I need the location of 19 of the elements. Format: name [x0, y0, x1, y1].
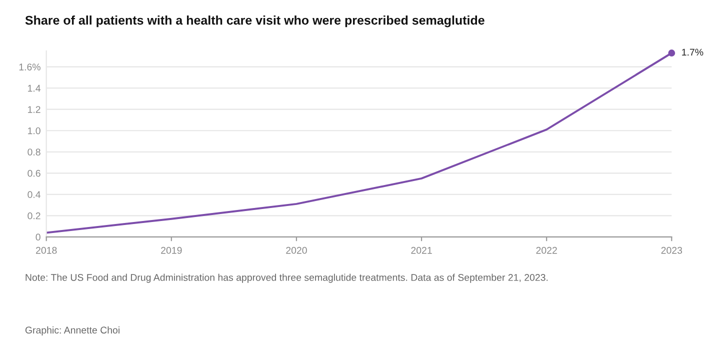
- text: Note: The US Food and Drug Administration has approved three semaglutide treatments. Data as of September 21, 2023.: [26, 274, 548, 283]
- x-tick-label: 2021: [411, 246, 432, 254]
- x-tick-label: 2020: [286, 246, 307, 254]
- y-tick-label: 1.6%: [19, 64, 40, 70]
- y-tick-label: 0.4: [28, 191, 41, 198]
- y-tick-label: 0: [36, 234, 40, 241]
- y-tick-label: 1.0: [28, 127, 40, 134]
- x-tick-label: 2023: [661, 246, 682, 254]
- chart-title: Share of all patients with a health care visit who were prescribed semaglutide: [25, 16, 484, 28]
- x-tick-label: 2019: [161, 246, 182, 254]
- text: Graphic: Annette Choi: [25, 326, 120, 336]
- y-tick-label: 1.2: [28, 106, 40, 113]
- x-tick-label: 2018: [36, 246, 57, 254]
- data-label: 1.7%: [682, 48, 704, 56]
- y-tick-label: 0.6: [28, 170, 40, 177]
- x-tick-label: 2022: [536, 246, 557, 254]
- y-tick-label: 0.8: [28, 148, 40, 156]
- y-tick-label: 0.2: [28, 212, 40, 220]
- y-tick-label: 1.4: [28, 84, 41, 92]
